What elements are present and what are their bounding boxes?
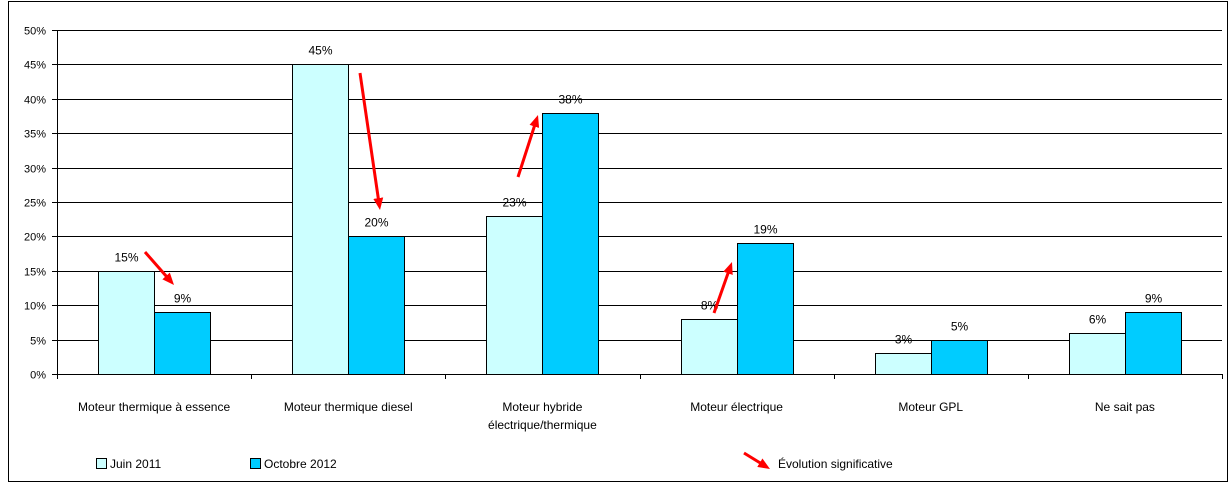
legend-item-juin-2011: Juin 2011 [96, 457, 161, 471]
bar-octobre-2012-moteur-hybride-electrique-thermique [542, 113, 599, 375]
y-tick-label: 40% [24, 94, 46, 106]
legend-item-evolution-significative: Évolution significative [743, 451, 893, 471]
x-tick-label-moteur-electrique: Moteur électrique [690, 400, 783, 414]
legend-item-octobre-2012: Octobre 2012 [250, 457, 337, 471]
gridlines [57, 30, 1222, 375]
legend-label-octobre-2012: Octobre 2012 [264, 457, 337, 471]
x-tick-label-line: Moteur thermique à essence [78, 400, 230, 414]
y-tick-label: 0% [30, 369, 46, 381]
y-tick-label: 30% [24, 163, 46, 175]
significance-arrows [143, 72, 733, 314]
bars [98, 64, 1182, 375]
bar-octobre-2012-moteur-gpl [931, 340, 988, 375]
bar-juin-2011-moteur-thermique-a-essence [98, 271, 155, 375]
legend-label-evolution-significative: Évolution significative [778, 456, 893, 471]
bar-octobre-2012-moteur-electrique [737, 243, 794, 375]
data-label-juin-2011-moteur-thermique-a-essence: 15% [114, 251, 138, 265]
bar-octobre-2012-moteur-thermique-a-essence [154, 312, 211, 375]
y-tick-label: 50% [24, 25, 46, 37]
x-tick-label-ne-sait-pas: Ne sait pas [1095, 400, 1155, 414]
x-tick-label-line: Moteur GPL [898, 400, 963, 414]
x-tick-label-moteur-gpl: Moteur GPL [898, 400, 963, 414]
bar-octobre-2012-moteur-thermique-diesel [348, 236, 405, 375]
bar-juin-2011-moteur-gpl [875, 353, 932, 375]
significance-arrow-moteur-thermique-a-essence [143, 251, 174, 285]
bar-octobre-2012-ne-sait-pas [1125, 312, 1182, 375]
data-label-juin-2011-ne-sait-pas: 6% [1089, 313, 1107, 327]
significance-arrow-moteur-thermique-diesel [358, 72, 384, 211]
x-tick-label-line: Moteur hybride [502, 400, 582, 414]
bar-juin-2011-ne-sait-pas [1069, 333, 1126, 375]
legend-red-arrow-icon [743, 451, 770, 470]
x-tick-label-line: électrique/thermique [488, 418, 597, 432]
data-label-juin-2011-moteur-thermique-diesel: 45% [308, 44, 332, 58]
x-tick-label-line: Moteur électrique [690, 400, 783, 414]
y-tick-label: 15% [24, 266, 46, 278]
x-tick-label-moteur-thermique-a-essence: Moteur thermique à essence [78, 400, 230, 414]
data-label-juin-2011-moteur-gpl: 3% [895, 333, 913, 347]
bar-juin-2011-moteur-electrique [681, 319, 738, 375]
y-tick-label: 10% [24, 300, 46, 312]
legend: Juin 2011 Octobre 2012 Évolution signifi… [96, 451, 893, 471]
y-tick-label: 45% [24, 59, 46, 71]
legend-swatch-octobre-2012 [250, 458, 261, 469]
data-label-octobre-2012-moteur-gpl: 5% [951, 320, 969, 334]
chart-frame [8, 1, 1228, 482]
bar-juin-2011-moteur-thermique-diesel [292, 64, 349, 375]
y-tick-label: 20% [24, 231, 46, 243]
x-tick-label-line: Moteur thermique diesel [284, 400, 413, 414]
bar-juin-2011-moteur-hybride-electrique-thermique [486, 216, 543, 375]
legend-label-juin-2011: Juin 2011 [110, 457, 161, 471]
y-tick-label: 35% [24, 128, 46, 140]
y-axis: 0% 5% 10% 15% 20% 25% 30% 35% 40% 45% 50% [24, 25, 58, 381]
x-tick-label-moteur-hybride-electrique-thermique: Moteur hybride électrique/thermique [488, 400, 597, 432]
data-label-octobre-2012-moteur-electrique: 19% [753, 223, 777, 237]
data-label-juin-2011-moteur-hybride-electrique-thermique: 23% [502, 196, 526, 210]
data-labels: 15%45%23%8%3%6%9%20%38%19%5%9% [114, 44, 1162, 347]
data-label-octobre-2012-moteur-thermique-a-essence: 9% [174, 292, 192, 306]
legend-swatch-juin-2011 [96, 458, 107, 469]
significance-arrow-moteur-electrique [712, 261, 733, 314]
data-label-octobre-2012-moteur-hybride-electrique-thermique: 38% [558, 93, 582, 107]
x-tick-label-moteur-thermique-diesel: Moteur thermique diesel [284, 400, 413, 414]
data-label-octobre-2012-ne-sait-pas: 9% [1145, 292, 1163, 306]
significance-arrow-moteur-hybride-electrique-thermique [516, 115, 540, 178]
y-tick-label: 5% [30, 335, 46, 347]
data-label-octobre-2012-moteur-thermique-diesel: 20% [364, 216, 388, 230]
x-axis: Moteur thermique à essence Moteur thermiq… [57, 374, 1223, 432]
x-tick-label-line: Ne sait pas [1095, 400, 1155, 414]
y-tick-label: 25% [24, 197, 46, 209]
